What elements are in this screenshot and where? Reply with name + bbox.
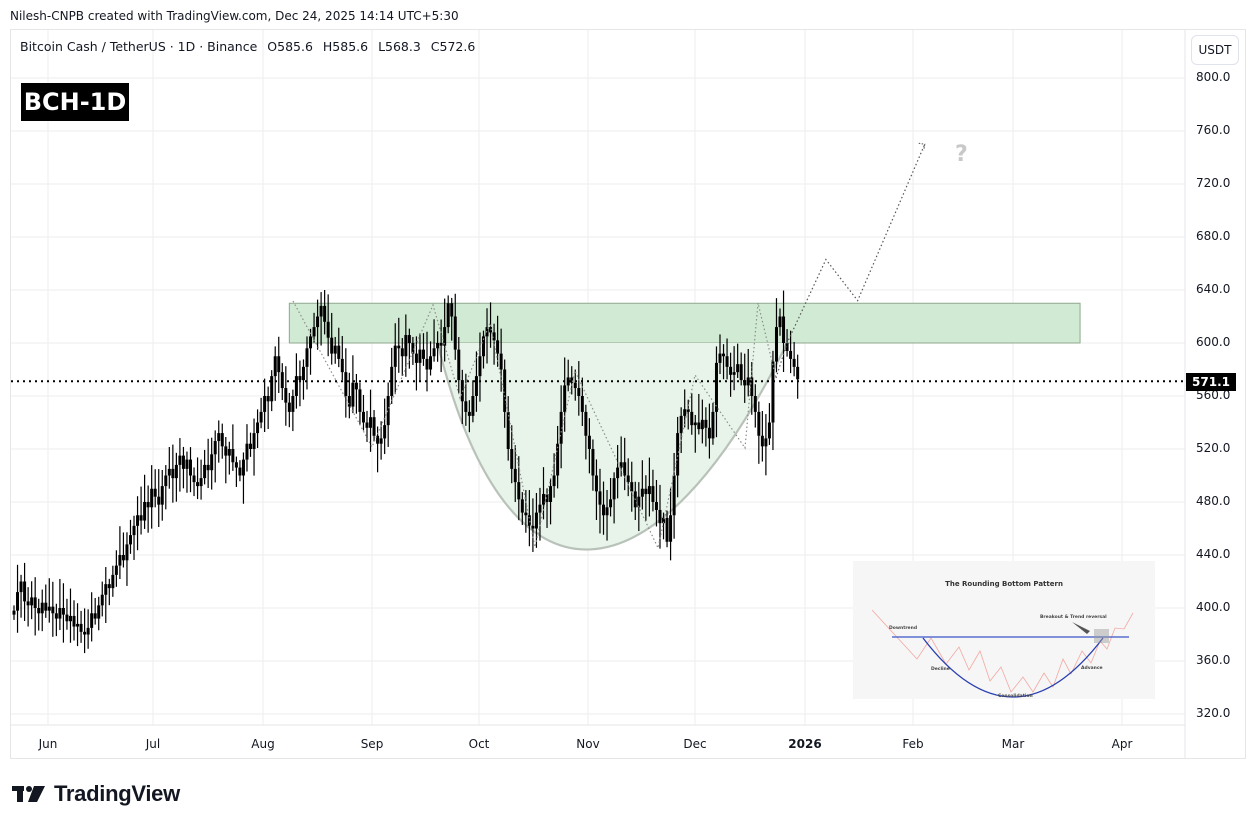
- price-tick: 640.0: [1196, 282, 1231, 296]
- price-tick: 720.0: [1196, 176, 1231, 190]
- currency-button[interactable]: USDT: [1191, 35, 1239, 65]
- price-tick: 560.0: [1196, 388, 1231, 402]
- tradingview-logo-icon: [12, 786, 45, 802]
- time-tick: Nov: [576, 737, 600, 751]
- tradingview-logo[interactable]: TradingView: [12, 781, 180, 807]
- tradingview-logo-text: TradingView: [54, 781, 180, 806]
- price-tick: 360.0: [1196, 653, 1231, 667]
- inset-label-breakout: Breakout & Trend reversal: [1040, 615, 1107, 620]
- price-tick: 600.0: [1196, 335, 1231, 349]
- ohlc-close: C572.6: [430, 39, 476, 54]
- ohlc-high: H585.6: [322, 39, 369, 54]
- time-tick: Sep: [360, 737, 384, 751]
- symbol-name[interactable]: Bitcoin Cash / TetherUS · 1D · Binance: [20, 39, 258, 54]
- time-tick: Aug: [251, 737, 275, 751]
- price-tick: 760.0: [1196, 123, 1231, 137]
- question-mark-annotation: ?: [955, 142, 968, 167]
- price-tick: 520.0: [1196, 441, 1231, 455]
- chart-credit: Nilesh-CNPB created with TradingView.com…: [10, 9, 459, 23]
- chart-frame: [10, 29, 1246, 759]
- time-tick: Mar: [1001, 737, 1025, 751]
- price-tick: 480.0: [1196, 494, 1231, 508]
- last-price-tag: 571.1: [1186, 373, 1236, 391]
- time-tick: Jul: [145, 737, 161, 751]
- ohlc-low: L568.3: [378, 39, 421, 54]
- price-tick: 320.0: [1196, 706, 1231, 720]
- time-tick: 2026: [788, 737, 822, 751]
- time-tick: Oct: [468, 737, 490, 751]
- symbol-legend: Bitcoin Cash / TetherUS · 1D · Binance O…: [20, 39, 481, 54]
- inset-label-consolidation: Consolidation: [998, 694, 1033, 699]
- price-tick: 440.0: [1196, 547, 1231, 561]
- rounding-bottom-inset: The Rounding Bottom Pattern Downtrend De…: [853, 561, 1155, 699]
- time-tick: Apr: [1111, 737, 1133, 751]
- inset-label-decline: Decline: [931, 667, 950, 672]
- time-tick: Dec: [683, 737, 707, 751]
- inset-label-downtrend: Downtrend: [889, 626, 918, 631]
- time-tick: Jun: [38, 737, 58, 751]
- inset-diagram: [871, 609, 1134, 698]
- price-tick: 400.0: [1196, 600, 1231, 614]
- inset-title: The Rounding Bottom Pattern: [945, 580, 1063, 588]
- inset-label-advance: Advance: [1081, 666, 1103, 671]
- price-tick: 680.0: [1196, 229, 1231, 243]
- price-tick: 800.0: [1196, 70, 1231, 84]
- chart-title-badge: BCH-1D: [21, 83, 129, 121]
- time-tick: Feb: [902, 737, 924, 751]
- ohlc-open: O585.6: [267, 39, 313, 54]
